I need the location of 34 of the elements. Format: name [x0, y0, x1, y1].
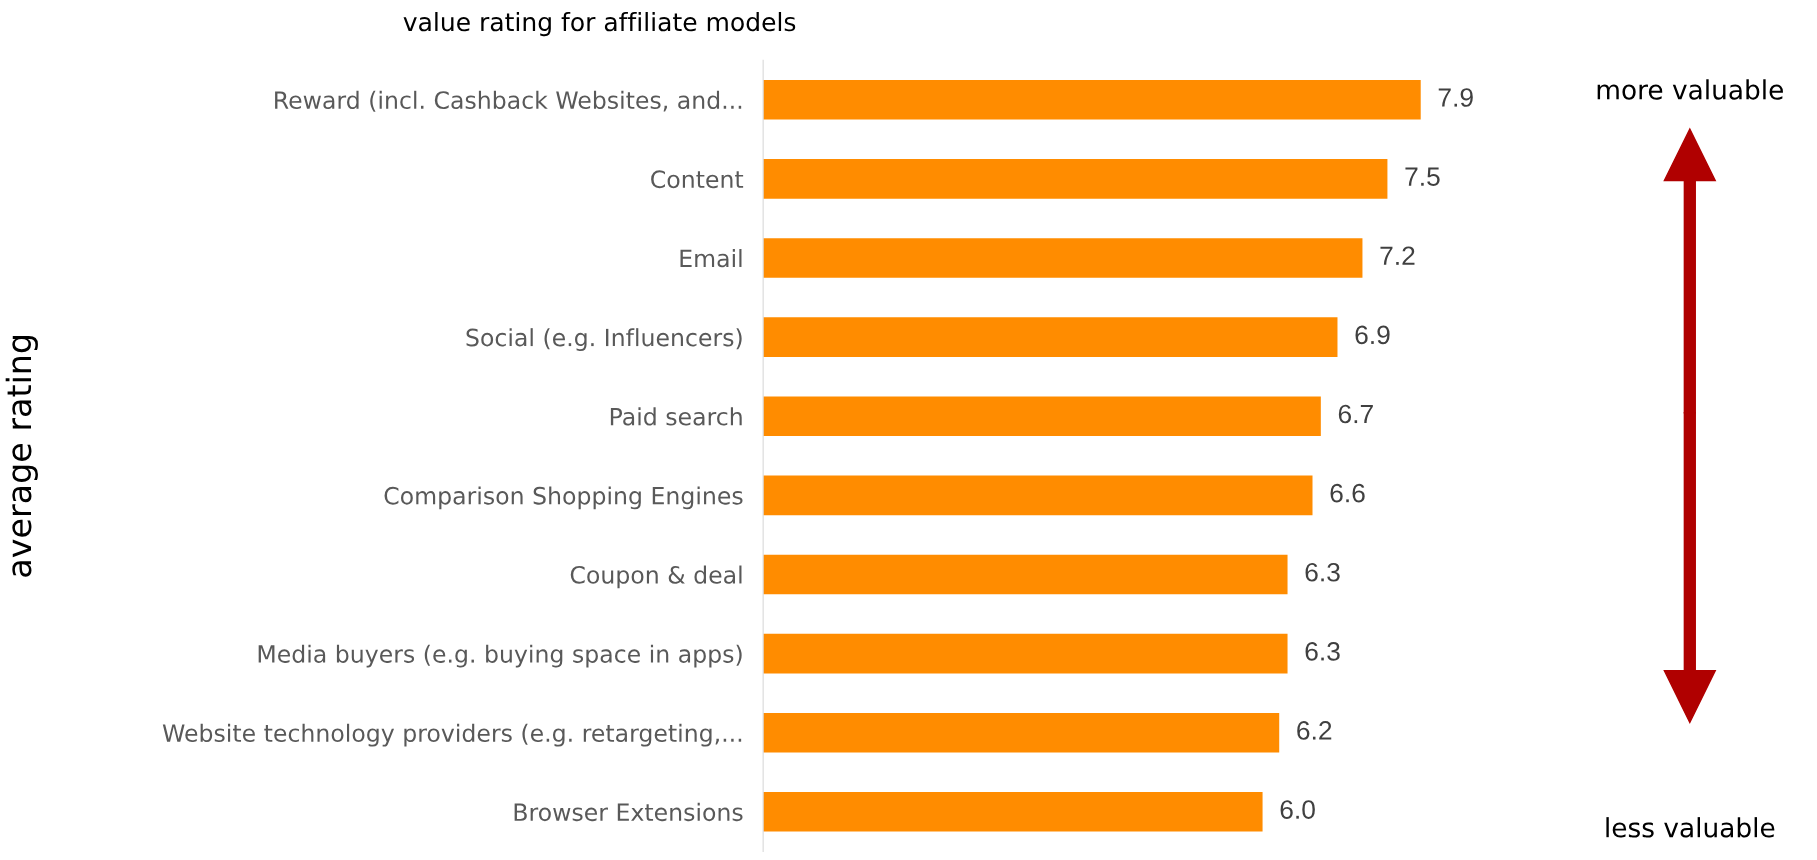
- y-tick-label: Email: [680, 249, 742, 268]
- y-tick-label: Paid search: [610, 407, 742, 426]
- data-label: 6.3: [1305, 562, 1340, 582]
- bar: [763, 238, 1363, 278]
- y-tick-label: Website technology providers (e.g. retargeting,...: [162, 723, 742, 747]
- data-label: 6.6: [1330, 483, 1365, 503]
- data-label: 7.9: [1438, 88, 1473, 107]
- data-label: 6.7: [1338, 404, 1373, 424]
- bar: [763, 475, 1313, 516]
- y-tick-label: Browser Extensions: [514, 802, 743, 822]
- bar: [763, 79, 1421, 120]
- data-label: 7.2: [1380, 246, 1415, 265]
- y-tick-label: Social (e.g. Influencers): [466, 328, 742, 351]
- data-label: 7.5: [1405, 167, 1440, 186]
- text: more valuable: [1597, 79, 1783, 100]
- bar: [763, 159, 1388, 199]
- text: less valuable: [1606, 817, 1775, 838]
- y-tick-label: Content: [651, 170, 744, 189]
- bar: [763, 317, 1338, 357]
- data-label: 6.2: [1297, 721, 1332, 740]
- bar: [763, 633, 1288, 674]
- y-tick-label: Comparison Shopping Engines: [384, 486, 743, 510]
- y-tick-label: Coupon & deal: [570, 565, 742, 589]
- data-label: 6.9: [1355, 325, 1390, 345]
- bar: [763, 792, 1263, 832]
- bar: [763, 554, 1288, 595]
- chart-title: value rating for affiliate models: [403, 11, 796, 37]
- data-label: 6.0: [1280, 800, 1315, 819]
- y-axis-title: average rating: [5, 335, 38, 577]
- bar: [763, 396, 1321, 437]
- data-label: 6.3: [1305, 642, 1340, 661]
- y-tick-label: Reward (incl. Cashback Websites, and...: [275, 90, 742, 112]
- bar: [763, 712, 1280, 753]
- y-tick-label: Media buyers (e.g. buying space in apps): [258, 644, 742, 668]
